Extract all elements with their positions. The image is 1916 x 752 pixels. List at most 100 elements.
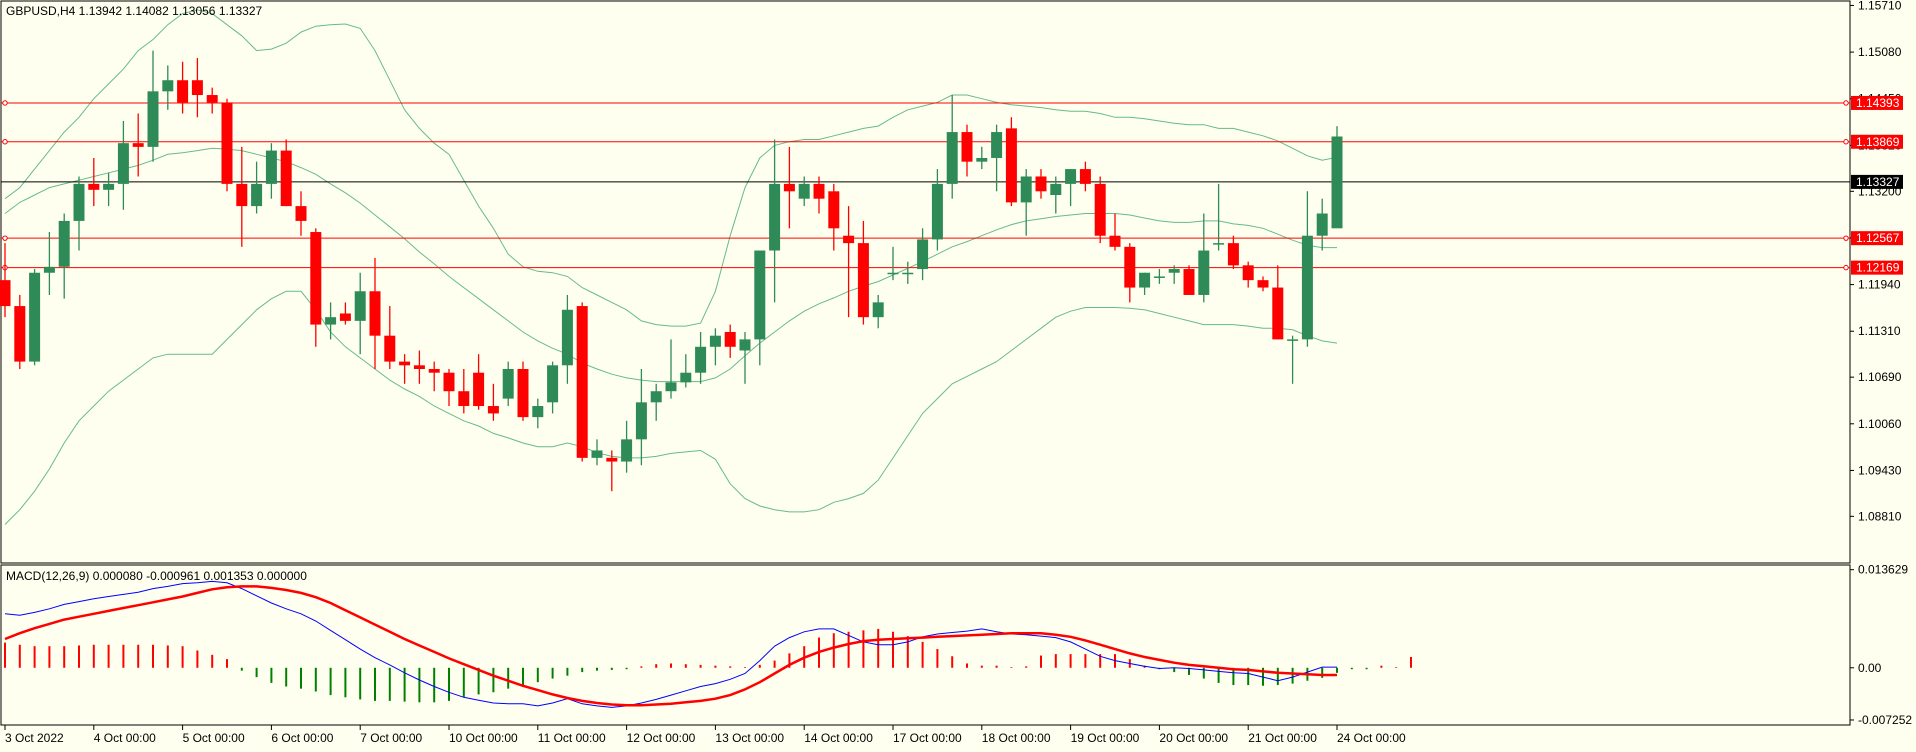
candle-body xyxy=(576,306,588,458)
price-tick-label: 1.15080 xyxy=(1858,45,1902,59)
candle-body xyxy=(1065,169,1077,184)
candle-body xyxy=(29,272,41,362)
level-tag-box xyxy=(1851,231,1903,246)
candle-body xyxy=(487,406,499,414)
candle-body xyxy=(1272,287,1284,340)
candle-body xyxy=(828,191,840,229)
candle xyxy=(931,169,943,251)
level-tag-box xyxy=(1851,260,1903,275)
candle-body xyxy=(991,132,1003,158)
main-pane-title: GBPUSD,H4 1.13942 1.14082 1.13056 1.1332… xyxy=(6,4,263,18)
level-tag-label: 1.13327 xyxy=(1856,175,1900,189)
level-tag-box xyxy=(1851,134,1903,149)
candle xyxy=(132,113,144,177)
candle-body xyxy=(339,313,351,321)
candle xyxy=(191,58,203,118)
candle-body xyxy=(917,239,929,270)
candle-body xyxy=(561,309,573,366)
candle-body xyxy=(665,382,677,392)
candle xyxy=(1198,213,1210,303)
candle xyxy=(103,172,115,207)
candle xyxy=(798,176,810,207)
time-tick-label: 19 Oct 00:00 xyxy=(1071,731,1140,745)
candle xyxy=(325,302,337,340)
candle-body xyxy=(1213,243,1225,245)
candle xyxy=(1331,126,1343,229)
candle-body xyxy=(1316,213,1328,236)
candle xyxy=(887,246,899,281)
candle xyxy=(280,139,292,207)
time-tick-label: 11 Oct 00:00 xyxy=(538,731,606,745)
upper-band-line xyxy=(4,9,1338,327)
candle-body xyxy=(1301,235,1313,340)
candle xyxy=(665,339,677,399)
candle xyxy=(1242,261,1254,288)
candle xyxy=(147,50,159,162)
candle xyxy=(1050,176,1062,214)
time-tick-label: 10 Oct 00:00 xyxy=(449,731,518,745)
horizontal-levels xyxy=(1,100,1850,271)
candle xyxy=(1272,265,1284,340)
candle xyxy=(177,61,189,114)
candle-body xyxy=(177,80,189,103)
candle-body xyxy=(843,235,855,244)
level-anchor-right xyxy=(1843,264,1849,271)
candle xyxy=(917,228,929,281)
candle xyxy=(1109,213,1121,251)
candle xyxy=(635,369,647,466)
candle-body xyxy=(428,369,440,373)
candle-body xyxy=(1331,136,1343,229)
candle xyxy=(576,302,588,462)
candle xyxy=(0,243,11,318)
candle-body xyxy=(502,369,514,399)
candle-body xyxy=(902,272,914,275)
candle-body xyxy=(635,402,647,440)
candle-body xyxy=(1035,176,1047,192)
candle-body xyxy=(946,132,958,184)
candle xyxy=(961,124,973,177)
candle-body xyxy=(1020,176,1032,203)
level-anchor-left xyxy=(2,235,8,241)
level-tag-label: 1.12567 xyxy=(1856,231,1900,245)
candle-body xyxy=(14,306,26,362)
candle-body xyxy=(443,372,455,392)
candle-body xyxy=(709,335,721,347)
candle xyxy=(162,65,174,110)
time-axis: 3 Oct 2022 4 Oct 00:00 5 Oct 00:00 6 Oct 00… xyxy=(4,725,1406,745)
candle-body xyxy=(517,369,529,418)
candle xyxy=(813,176,825,214)
candle xyxy=(709,328,721,366)
candle xyxy=(650,383,662,421)
candle xyxy=(1065,169,1077,207)
macd-tick-label: -0.007252 xyxy=(1858,713,1912,727)
candle-body xyxy=(1124,246,1136,288)
candle xyxy=(1124,243,1136,303)
price-tick-label: 1.08810 xyxy=(1858,509,1902,523)
candle xyxy=(680,354,692,388)
candle xyxy=(591,439,603,466)
candle xyxy=(236,146,248,247)
candle xyxy=(265,143,277,199)
candle xyxy=(206,87,218,114)
candle xyxy=(473,354,485,410)
candle-body xyxy=(354,291,366,321)
candle xyxy=(1139,272,1151,295)
candle xyxy=(769,139,781,303)
candle xyxy=(399,354,411,384)
candle-body xyxy=(399,361,411,366)
candle xyxy=(739,331,751,384)
candle-body xyxy=(0,280,11,307)
time-tick-label: 7 Oct 00:00 xyxy=(360,731,422,745)
price-axis: 1.157101.150801.144501.138201.132001.125… xyxy=(1850,0,1902,523)
candle xyxy=(547,361,559,414)
macd-pane-title: MACD(12,26,9) 0.000080 -0.000961 0.00135… xyxy=(6,569,307,583)
time-tick-label: 4 Oct 00:00 xyxy=(94,731,156,745)
candle xyxy=(29,269,41,366)
candle xyxy=(88,157,100,207)
candle xyxy=(902,261,914,284)
time-tick-label: 3 Oct 2022 xyxy=(5,731,64,745)
candle xyxy=(1153,269,1165,284)
candle-body xyxy=(724,331,736,347)
